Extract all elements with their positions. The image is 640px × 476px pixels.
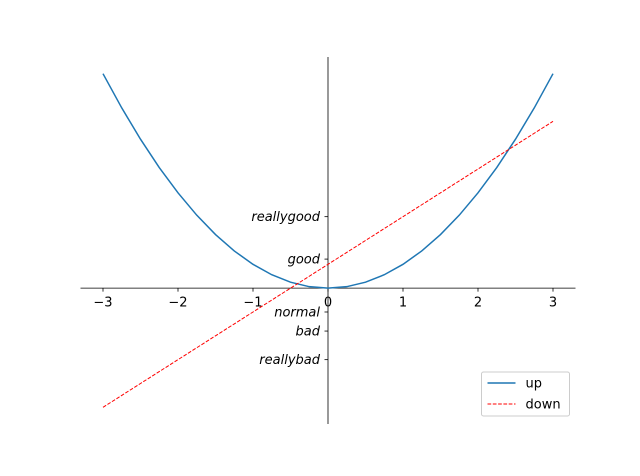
y-tick-label: normal: [274, 305, 320, 320]
legend-label: down: [526, 398, 561, 413]
line-up: [102, 73, 554, 289]
x-tick-label: −3: [93, 296, 112, 311]
legend: up down: [481, 371, 570, 417]
legend-label: up: [526, 377, 543, 392]
x-tick-label: −2: [168, 296, 187, 311]
x-tick-label: 3: [549, 296, 557, 311]
y-tick-label: reallybad: [259, 353, 320, 368]
line-down: [102, 120, 554, 408]
x-tick-label: −1: [243, 296, 262, 311]
y-tick-label: reallygood: [251, 210, 320, 225]
x-tick-label: 1: [399, 296, 407, 311]
x-tick-label: 2: [474, 296, 482, 311]
x-tick-label: 0: [324, 296, 332, 311]
y-tick-label: bad: [296, 325, 321, 340]
y-tick-label: good: [288, 253, 321, 268]
